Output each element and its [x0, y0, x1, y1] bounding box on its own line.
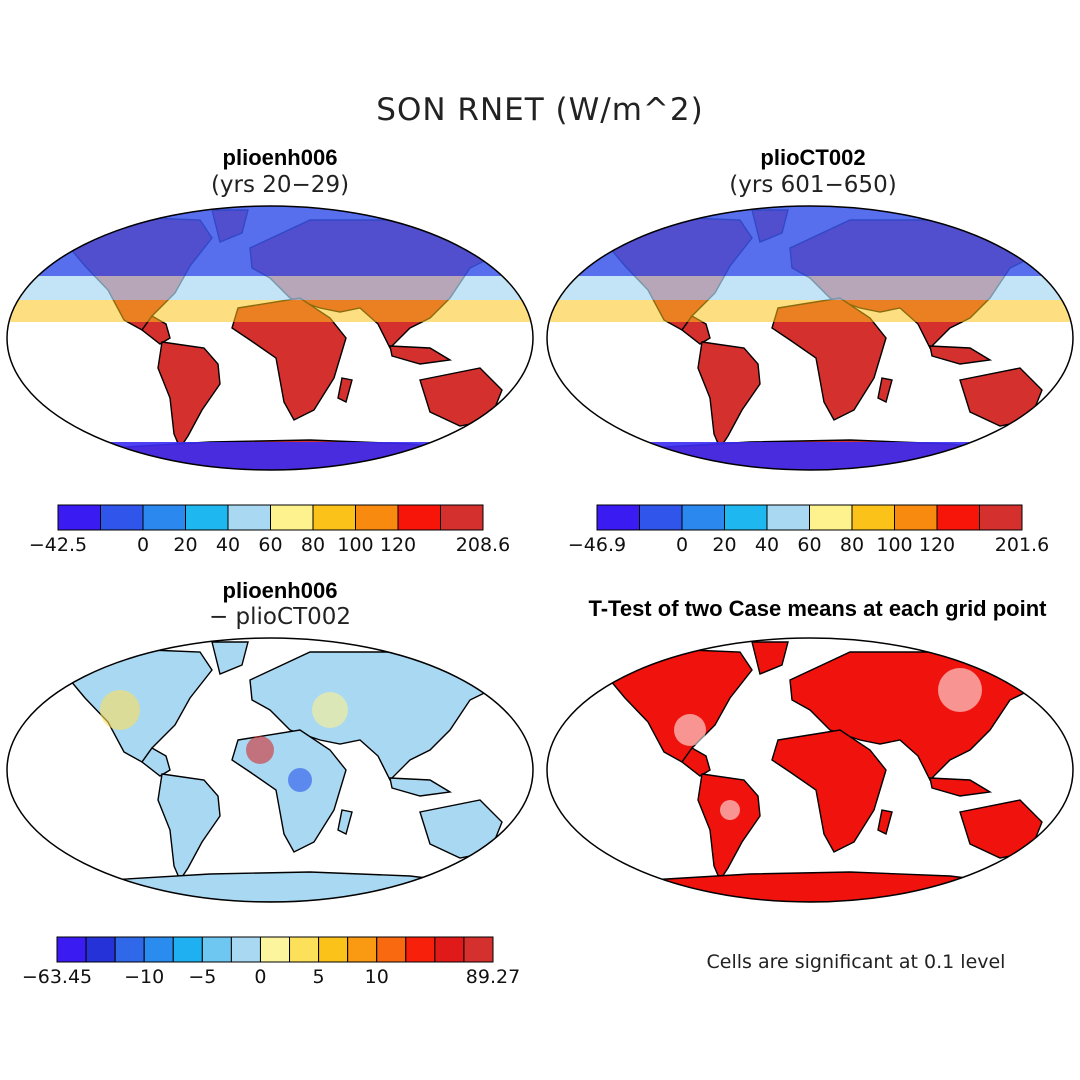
colorbar-tick-label: −63.45: [22, 966, 92, 988]
colorbar-tick-label: 10: [365, 966, 389, 988]
colorbar-swatch: [463, 936, 494, 963]
colorbar-tick-label: 120: [919, 534, 955, 556]
colorbar-swatch: [766, 504, 810, 531]
colorbar-tick-label: 208.6: [456, 534, 510, 556]
panel-1-subtitle: (yrs 20−29): [210, 172, 350, 198]
colorbar-tick-label: 40: [216, 534, 240, 556]
colorbar-swatch: [318, 936, 349, 963]
colorbar-swatch: [596, 504, 640, 531]
map-panel-1: [6, 205, 534, 471]
colorbar-swatch: [114, 936, 145, 963]
colorbar-swatch: [724, 504, 768, 531]
colorbar-swatch: [227, 504, 271, 531]
colorbar-swatch: [681, 504, 725, 531]
colorbar-swatch: [185, 504, 229, 531]
colorbar-tick-label: −42.5: [29, 534, 87, 556]
colorbar-tick-label: 20: [173, 534, 197, 556]
panel-1-title: plioenh006: [222, 145, 338, 170]
colorbar-swatch: [894, 504, 938, 531]
colorbar-panel-3: −63.45 −10 −5 0 5 10 89.27: [22, 936, 520, 988]
colorbar-tick-label: 100: [337, 534, 373, 556]
colorbar-swatch: [376, 936, 407, 963]
colorbar-swatch: [143, 936, 174, 963]
colorbar-swatch: [56, 936, 87, 963]
colorbar-swatch: [639, 504, 683, 531]
colorbar-tick-label: 60: [797, 534, 821, 556]
panel-2-title: plioCT002: [760, 145, 866, 170]
colorbar-swatch: [851, 504, 895, 531]
colorbar-tick-label: 0: [254, 966, 266, 988]
colorbar-swatch: [979, 504, 1023, 531]
colorbar-tick-label: −5: [188, 966, 216, 988]
colorbar-tick-label: 40: [755, 534, 779, 556]
map-panel-2: [546, 205, 1074, 471]
colorbar-tick-label: 0: [676, 534, 688, 556]
colorbar-tick-label: −10: [124, 966, 164, 988]
colorbar-swatch: [142, 504, 186, 531]
panel-3-title: plioenh006: [222, 578, 338, 603]
colorbar-tick-label: 100: [876, 534, 912, 556]
colorbar-tick-label: −46.9: [568, 534, 626, 556]
colorbar-swatch: [397, 504, 441, 531]
colorbar-swatch: [289, 936, 320, 963]
colorbar-swatch: [936, 504, 980, 531]
colorbar-swatch: [355, 504, 399, 531]
colorbar-swatch: [85, 936, 116, 963]
panel-3-subtitle: − plioCT002: [208, 604, 352, 630]
colorbar-swatch: [434, 936, 465, 963]
colorbar-panel-1: −42.5 0 20 40 60 80 100 120 208.6: [29, 504, 510, 556]
colorbar-tick-label: 0: [137, 534, 149, 556]
map-panel-3: [6, 637, 534, 903]
colorbar-tick-label: 80: [301, 534, 325, 556]
colorbar-swatch: [405, 936, 436, 963]
colorbar-swatch: [100, 504, 144, 531]
colorbar-swatch: [270, 504, 314, 531]
panel-4-title: T-Test of two Case means at each grid po…: [588, 596, 1047, 621]
colorbar-swatch: [259, 936, 291, 963]
map-panel-4: [546, 637, 1074, 903]
colorbar-swatch: [230, 936, 261, 963]
significance-footnote: Cells are significant at 0.1 level: [707, 951, 1006, 973]
colorbar-panel-2: −46.9 0 20 40 60 80 100 120 201.6: [568, 504, 1049, 556]
colorbar-tick-label: 80: [840, 534, 864, 556]
colorbar-tick-label: 120: [380, 534, 416, 556]
colorbar-swatch: [172, 936, 203, 963]
colorbar-tick-label: 60: [258, 534, 282, 556]
colorbar-swatch: [347, 936, 378, 963]
panel-2-subtitle: (yrs 601−650): [729, 172, 897, 198]
colorbar-swatch: [312, 504, 356, 531]
colorbar-swatch: [201, 936, 232, 963]
colorbar-tick-label: 201.6: [995, 534, 1049, 556]
colorbar-tick-label: 89.27: [466, 966, 520, 988]
figure-title: SON RNET (W/m^2): [376, 92, 704, 128]
colorbar-swatch: [57, 504, 101, 531]
colorbar-tick-label: 5: [313, 966, 325, 988]
colorbar-swatch: [809, 504, 853, 531]
colorbar-tick-label: 20: [712, 534, 736, 556]
colorbar-swatch: [440, 504, 484, 531]
